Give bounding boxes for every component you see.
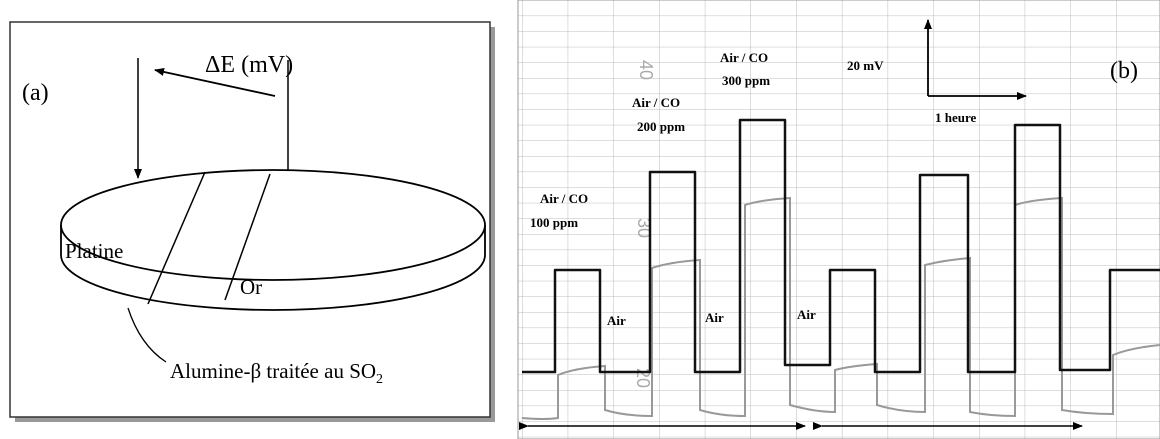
panel-label: (a) xyxy=(22,80,49,106)
panel-label: (b) xyxy=(1110,58,1138,84)
trace-gray xyxy=(521,196,1160,420)
gas-label: Air / CO xyxy=(540,191,588,206)
arrow xyxy=(154,67,276,97)
paper-number: 40 xyxy=(636,60,656,80)
scale-label: 20 mV xyxy=(847,58,884,73)
panel-b: 40 30 20 20 mV 1 heure (b) Air / CO 100 … xyxy=(517,0,1160,439)
substrate-text: Alumine-β traitée au SO xyxy=(170,359,376,383)
gas-label: Air / CO xyxy=(720,50,768,65)
electrode-edge xyxy=(147,171,206,305)
chart-paper xyxy=(517,0,1160,439)
concentration-label: 100 ppm xyxy=(530,215,578,230)
air-label: Air xyxy=(607,313,626,328)
scale-label: 1 heure xyxy=(935,110,977,125)
electrode-label: Or xyxy=(240,275,262,299)
electrode-edge xyxy=(224,173,271,301)
trace-black xyxy=(522,118,1160,374)
concentration-label: 300 ppm xyxy=(722,73,770,88)
concentration-label: 200 ppm xyxy=(637,119,685,134)
air-label: Air xyxy=(705,310,724,325)
disc-top xyxy=(60,169,486,281)
leader-line xyxy=(127,307,167,363)
substrate-subscript: 2 xyxy=(376,372,383,387)
voltage-label: ΔE (mV) xyxy=(205,52,293,78)
gas-label: Air / CO xyxy=(632,95,680,110)
air-label: Air xyxy=(797,307,816,322)
substrate-label: Alumine-β traitée au SO2 xyxy=(170,359,383,387)
panel-a: (a) ΔE (mV) Platine Or Alumine-β traitée… xyxy=(9,21,495,422)
electrode-label: Platine xyxy=(65,239,123,263)
